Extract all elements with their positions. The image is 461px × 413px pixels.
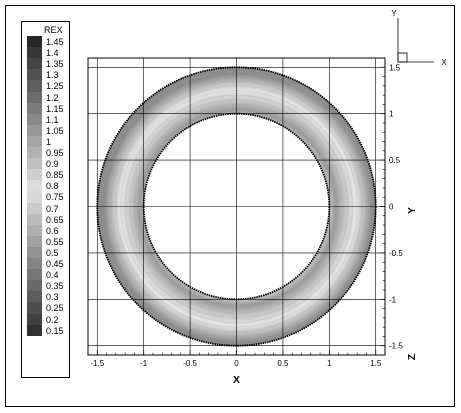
inner-boundary <box>142 112 331 301</box>
triad-box <box>397 52 408 63</box>
legend-label: 0.6 <box>46 225 59 236</box>
legend-label: 1.15 <box>46 103 64 114</box>
y-tick-label: -1.5 <box>389 342 403 351</box>
y-tick-label: -1 <box>389 295 397 304</box>
annulus-field <box>97 67 376 346</box>
legend-swatch <box>27 124 42 137</box>
legend-swatch <box>27 47 42 59</box>
legend-label: 1.35 <box>46 59 64 70</box>
legend-swatch <box>27 102 42 115</box>
legend-label: 0.15 <box>46 325 64 336</box>
y-axis-label: Y <box>407 207 418 214</box>
legend-swatch <box>27 324 42 337</box>
legend-label: 1.45 <box>46 37 64 47</box>
legend-swatch <box>27 213 42 226</box>
legend-label: 0.25 <box>46 303 64 314</box>
triad-y-label: Y <box>391 9 397 18</box>
legend-swatch <box>27 36 42 48</box>
x-tick-label: 0 <box>234 359 239 368</box>
y-tick-label: 1.5 <box>389 63 401 72</box>
legend-swatch <box>27 235 42 248</box>
legend-label: 0.95 <box>46 148 64 158</box>
legend-label: 0.7 <box>46 203 59 214</box>
legend-swatch <box>27 91 42 104</box>
legend-swatch <box>27 180 42 192</box>
x-tick-label: -1.5 <box>90 359 104 368</box>
legend-swatch <box>27 80 42 92</box>
y-tick-label: -0.5 <box>389 249 403 258</box>
z-axis-label: Z <box>407 354 418 360</box>
contour-legend: REX 1.45 1.4 1.35 1.3 1.25 1.2 1.15 1.1 1.05 1 0.9… <box>21 21 70 378</box>
legend-swatch <box>27 169 42 181</box>
legend-label: 0.85 <box>46 170 64 181</box>
legend-label: 0.65 <box>46 214 64 225</box>
x-tick-label: 0.5 <box>277 359 289 368</box>
legend-label: 1.05 <box>46 125 64 136</box>
x-tick-label: 1.5 <box>370 359 382 368</box>
legend-label: 1 <box>46 136 52 147</box>
legend-label: 0.75 <box>46 192 64 203</box>
y-tick-label: 0.5 <box>389 156 401 165</box>
legend-label: 0.9 <box>46 159 59 170</box>
legend-swatch <box>27 135 42 148</box>
legend-swatch <box>27 269 42 281</box>
legend-swatch <box>27 302 42 314</box>
legend-swatch <box>27 113 42 126</box>
legend-label: 1.3 <box>46 70 59 81</box>
triad-x-label: X <box>441 58 447 67</box>
legend-swatch <box>27 258 42 270</box>
x-axis-label: X <box>233 375 240 386</box>
legend-swatch <box>27 246 42 259</box>
legend-swatch <box>27 291 42 303</box>
legend-swatch <box>27 58 42 70</box>
legend-label: 0.5 <box>46 247 59 258</box>
x-tick-label: -1 <box>140 359 148 368</box>
legend-swatch <box>27 69 42 81</box>
legend-label: 0.8 <box>46 181 59 192</box>
legend-swatch <box>27 147 42 159</box>
legend-label: 1.25 <box>46 81 64 92</box>
legend-swatch <box>27 158 42 170</box>
legend-swatch <box>27 313 42 326</box>
y-tick-label: 1 <box>389 110 394 119</box>
outer-boundary <box>96 66 377 347</box>
y-tick-label: 0 <box>389 203 394 212</box>
legend-swatch <box>27 191 42 203</box>
legend-label: 0.3 <box>46 292 59 303</box>
legend-label: 0.35 <box>46 281 64 292</box>
legend-swatch <box>27 224 42 237</box>
legend-label: 1.2 <box>46 92 59 103</box>
legend-label: 1.1 <box>46 114 59 125</box>
legend-label: 1.4 <box>46 48 59 59</box>
legend-swatch <box>27 202 42 215</box>
x-tick-label: 1 <box>327 359 332 368</box>
legend-label: 0.2 <box>46 314 59 325</box>
legend-title: REX <box>44 25 63 35</box>
legend-label: 0.4 <box>46 270 59 281</box>
x-tick-label: -0.5 <box>183 359 197 368</box>
legend-label: 0.55 <box>46 236 64 247</box>
legend-label: 0.45 <box>46 259 64 269</box>
legend-swatch <box>27 280 42 292</box>
